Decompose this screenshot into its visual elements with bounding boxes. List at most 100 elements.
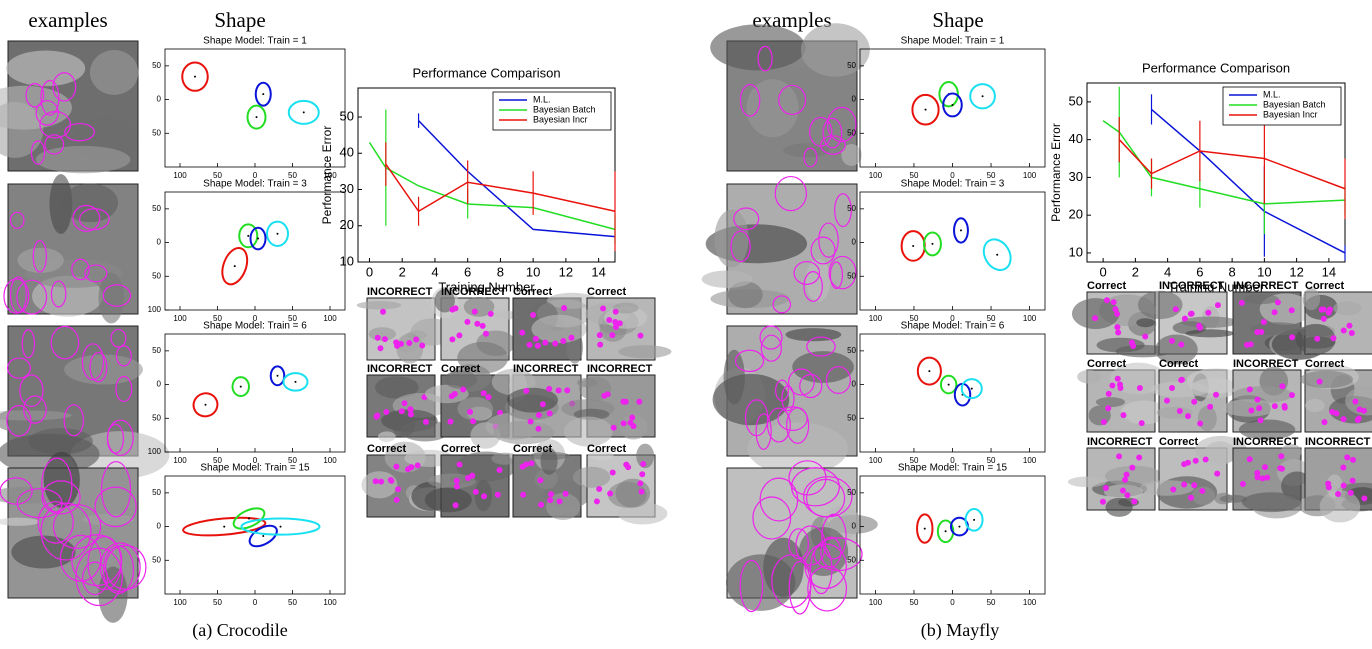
feature-dot	[1321, 306, 1327, 312]
image-texture	[425, 487, 472, 512]
feature-dot	[613, 309, 619, 315]
feature-dot	[594, 498, 600, 504]
feature-dot	[467, 409, 473, 415]
result-label: INCORRECT	[1233, 436, 1299, 448]
shape-part-center	[952, 104, 954, 106]
x-tick-label: 100	[869, 314, 883, 323]
y-tick-label: 50	[1069, 93, 1083, 108]
x-tick-label: 14	[1322, 264, 1336, 279]
feature-dot	[1344, 454, 1350, 460]
feature-dot	[1350, 457, 1356, 463]
image-texture	[1300, 371, 1353, 388]
plot-title: Shape Model: Train = 15	[898, 463, 1008, 474]
feature-dot	[597, 332, 603, 338]
feature-dot	[423, 419, 429, 425]
feature-dot	[606, 317, 612, 323]
feature-dot	[1279, 383, 1285, 389]
legend-label: Bayesian Batch	[533, 104, 596, 114]
feature-dot	[380, 309, 386, 315]
feature-dot	[530, 312, 536, 318]
plot-title: Shape Model: Train = 15	[200, 463, 310, 474]
y-tick-label: 50	[152, 271, 161, 280]
feature-dot	[1327, 307, 1333, 313]
feature-dot	[1112, 306, 1118, 312]
y-tick-label: 30	[1069, 169, 1083, 184]
feature-dot	[375, 335, 381, 341]
feature-dot	[452, 391, 458, 397]
feature-dot	[1256, 405, 1262, 411]
feature-dot	[383, 409, 389, 415]
feature-dot	[1255, 397, 1261, 403]
image-texture	[17, 248, 63, 273]
feature-dot	[1177, 408, 1183, 414]
feature-dot	[453, 305, 459, 311]
result-label: INCORRECT	[1305, 436, 1371, 448]
shape-part-center	[948, 384, 950, 386]
x-tick-label: 2	[399, 264, 406, 279]
plot-title: Shape Model: Train = 3	[203, 179, 307, 190]
plot-title: Shape Model: Train = 3	[901, 179, 1005, 190]
feature-dot	[1264, 475, 1270, 481]
example-image	[726, 461, 878, 614]
shape-part-center	[262, 93, 264, 95]
x-tick-label: 100	[173, 456, 187, 465]
feature-dot	[1179, 377, 1185, 383]
legend-label: Bayesian Incr	[1263, 109, 1318, 119]
image-texture	[573, 467, 610, 488]
y-tick-label: 0	[157, 238, 162, 247]
result-label: Correct	[587, 443, 626, 455]
feature-dot	[1122, 477, 1128, 483]
examples-header: examples	[28, 8, 107, 32]
feature-dot	[1197, 325, 1203, 331]
feature-dot	[488, 311, 494, 317]
feature-dot	[496, 467, 502, 473]
result-label: Correct	[1159, 436, 1198, 448]
y-tick-label: 40	[340, 145, 354, 160]
feature-dot	[596, 486, 602, 492]
shape-part-center	[240, 386, 242, 388]
feature-dot	[552, 341, 558, 347]
x-tick-label: 0	[366, 264, 373, 279]
image-texture	[98, 567, 127, 623]
feature-dot	[1115, 330, 1121, 336]
shape-part-center	[205, 404, 207, 406]
x-tick-label: 100	[173, 171, 187, 180]
x-tick-label: 12	[559, 264, 573, 279]
image-texture	[90, 50, 138, 95]
x-tick-label: 8	[1229, 264, 1236, 279]
feature-dot	[407, 406, 413, 412]
feature-dot	[483, 331, 489, 337]
feature-dot	[378, 479, 384, 485]
x-tick-label: 6	[464, 264, 471, 279]
result-label: Correct	[441, 443, 480, 455]
result-label: Correct	[513, 286, 552, 298]
legend-label: Bayesian Batch	[1263, 99, 1326, 109]
y-tick-label: 50	[152, 413, 161, 422]
feature-dot	[568, 335, 574, 341]
feature-dot	[1185, 413, 1191, 419]
x-tick-label: 0	[1100, 264, 1107, 279]
feature-dot	[1129, 465, 1135, 471]
feature-dot	[609, 332, 615, 338]
feature-dot	[395, 486, 401, 492]
feature-dot	[1181, 461, 1187, 467]
feature-dot	[1105, 405, 1111, 411]
example-image	[1220, 444, 1313, 518]
feature-dot	[454, 478, 460, 484]
image-texture	[702, 270, 753, 287]
feature-dot	[470, 418, 476, 424]
feature-dot	[460, 386, 466, 392]
feature-dot	[1278, 453, 1284, 459]
x-tick-label: 100	[869, 598, 883, 607]
result-label: Correct	[513, 443, 552, 455]
feature-dot	[1261, 319, 1267, 325]
feature-dot	[456, 332, 462, 338]
feature-dot	[1289, 307, 1295, 313]
shape-part-center	[931, 243, 933, 245]
feature-dot	[1109, 383, 1115, 389]
y-tick-label: 50	[152, 488, 161, 497]
feature-dot	[1272, 309, 1278, 315]
feature-dot	[1182, 316, 1188, 322]
example-image	[0, 452, 146, 623]
feature-dot	[1321, 419, 1327, 425]
